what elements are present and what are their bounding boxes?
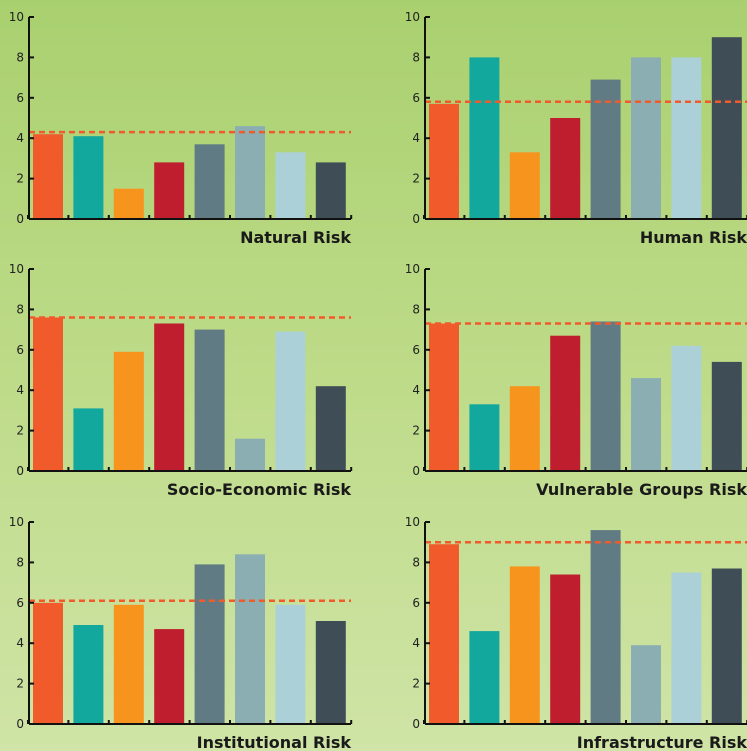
bar bbox=[550, 118, 581, 219]
bar bbox=[315, 386, 346, 471]
bar bbox=[275, 331, 306, 471]
bar bbox=[275, 152, 306, 219]
y-tick-label: 10 bbox=[405, 515, 420, 529]
y-tick-label: 10 bbox=[9, 10, 24, 24]
y-tick-label: 6 bbox=[412, 596, 420, 610]
chart-title: Socio-Economic Risk bbox=[167, 480, 351, 499]
y-tick-label: 8 bbox=[16, 50, 24, 64]
y-tick-label: 4 bbox=[412, 383, 420, 397]
chart-title: Human Risk bbox=[640, 228, 747, 247]
y-tick-label: 6 bbox=[412, 91, 420, 105]
y-tick-label: 8 bbox=[16, 555, 24, 569]
bar bbox=[154, 323, 185, 471]
y-tick-label: 10 bbox=[9, 262, 24, 276]
bar bbox=[275, 604, 306, 724]
bar bbox=[429, 103, 459, 219]
bar bbox=[469, 404, 500, 471]
y-tick-label: 8 bbox=[412, 555, 420, 569]
bar bbox=[671, 345, 702, 471]
bar bbox=[509, 566, 540, 724]
y-tick-label: 2 bbox=[412, 677, 420, 691]
bar bbox=[235, 554, 265, 724]
y-tick-label: 6 bbox=[412, 343, 420, 357]
bar bbox=[711, 361, 742, 471]
y-tick-label: 0 bbox=[16, 717, 24, 731]
bar bbox=[509, 386, 540, 471]
bar bbox=[631, 57, 661, 220]
y-tick-label: 8 bbox=[412, 50, 420, 64]
bar bbox=[33, 317, 63, 471]
y-tick-label: 4 bbox=[16, 383, 24, 397]
bar bbox=[671, 572, 702, 724]
bar bbox=[113, 351, 144, 471]
chart-title: Institutional Risk bbox=[197, 733, 352, 751]
y-tick-label: 4 bbox=[412, 636, 420, 650]
bar bbox=[315, 162, 346, 219]
y-tick-label: 0 bbox=[412, 212, 420, 226]
bar bbox=[235, 438, 265, 471]
y-tick-label: 0 bbox=[16, 464, 24, 478]
y-tick-label: 2 bbox=[16, 424, 24, 438]
bar bbox=[590, 530, 621, 724]
y-tick-label: 10 bbox=[405, 262, 420, 276]
bar bbox=[113, 604, 144, 724]
bar bbox=[509, 152, 540, 219]
bar bbox=[315, 621, 346, 724]
y-tick-label: 4 bbox=[16, 131, 24, 145]
y-tick-label: 2 bbox=[16, 677, 24, 691]
chart-title: Infrastructure Risk bbox=[577, 733, 747, 751]
bar bbox=[113, 188, 144, 219]
y-tick-label: 10 bbox=[405, 10, 420, 24]
bar bbox=[590, 321, 621, 471]
bar bbox=[550, 574, 581, 724]
bar bbox=[631, 645, 661, 724]
y-tick-label: 8 bbox=[16, 302, 24, 316]
y-tick-label: 0 bbox=[412, 464, 420, 478]
y-tick-label: 0 bbox=[412, 717, 420, 731]
bar bbox=[194, 144, 225, 219]
bar bbox=[73, 408, 104, 471]
bar bbox=[194, 329, 225, 471]
y-tick-label: 2 bbox=[16, 172, 24, 186]
bar bbox=[73, 136, 104, 219]
bar bbox=[469, 57, 500, 220]
y-tick-label: 4 bbox=[16, 636, 24, 650]
bar bbox=[469, 631, 500, 724]
bar bbox=[154, 629, 185, 724]
y-tick-label: 8 bbox=[412, 302, 420, 316]
y-tick-label: 6 bbox=[16, 343, 24, 357]
bar bbox=[550, 335, 581, 471]
y-tick-label: 0 bbox=[16, 212, 24, 226]
bar bbox=[631, 378, 661, 471]
bar bbox=[590, 79, 621, 219]
y-tick-label: 10 bbox=[9, 515, 24, 529]
y-tick-label: 4 bbox=[412, 131, 420, 145]
bar bbox=[711, 37, 742, 220]
y-tick-label: 6 bbox=[16, 91, 24, 105]
chart-title: Vulnerable Groups Risk bbox=[536, 480, 747, 499]
bar bbox=[73, 625, 104, 724]
bar bbox=[33, 602, 63, 724]
bar bbox=[194, 564, 225, 724]
bar bbox=[429, 323, 459, 471]
y-tick-label: 2 bbox=[412, 172, 420, 186]
y-tick-label: 2 bbox=[412, 424, 420, 438]
y-tick-label: 6 bbox=[16, 596, 24, 610]
bar bbox=[154, 162, 185, 219]
bar bbox=[711, 568, 742, 724]
bar bbox=[429, 544, 459, 724]
bar bbox=[671, 57, 702, 220]
bar bbox=[33, 134, 63, 219]
chart-title: Natural Risk bbox=[240, 228, 351, 247]
bar bbox=[235, 126, 265, 219]
